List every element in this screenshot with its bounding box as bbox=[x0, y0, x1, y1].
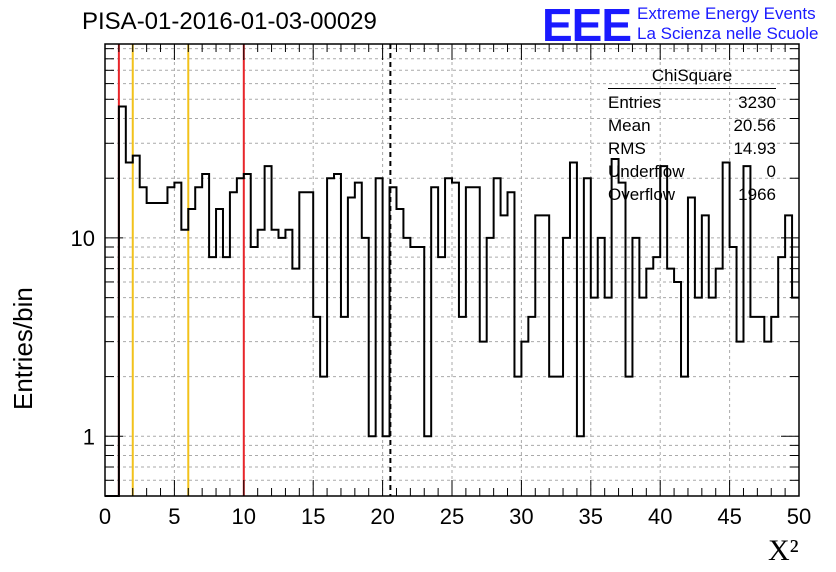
stats-row: Overflow 1966 bbox=[608, 183, 776, 206]
x-axis-label: X² bbox=[768, 534, 799, 567]
eee-logo: EEE bbox=[542, 0, 632, 51]
stats-label: Entries bbox=[608, 93, 661, 112]
x-tick-label: 40 bbox=[648, 504, 672, 529]
x-tick-label: 35 bbox=[579, 504, 603, 529]
y-tick-label: 1 bbox=[83, 424, 95, 449]
stats-value: 14.93 bbox=[733, 139, 776, 158]
run-title: PISA-01-2016-01-03-00029 bbox=[82, 8, 377, 35]
stats-label: Underflow bbox=[608, 162, 685, 181]
x-tick-label: 10 bbox=[232, 504, 256, 529]
stats-value: 1966 bbox=[738, 185, 776, 204]
stats-row: Entries 3230 bbox=[608, 91, 776, 114]
stats-label: Overflow bbox=[608, 185, 676, 204]
x-tick-label: 20 bbox=[370, 504, 394, 529]
stats-value: 20.56 bbox=[733, 116, 776, 135]
stats-title: ChiSquare bbox=[608, 66, 776, 89]
x-tick-label: 0 bbox=[99, 504, 111, 529]
stats-value: 0 bbox=[766, 162, 776, 181]
stats-row: Mean 20.56 bbox=[608, 114, 776, 137]
y-tick-label: 10 bbox=[71, 226, 95, 251]
x-tick-label: 50 bbox=[787, 504, 811, 529]
x-tick-label: 15 bbox=[301, 504, 325, 529]
stats-value: 3230 bbox=[738, 93, 776, 112]
stats-box: ChiSquare Entries 3230 Mean 20.56 RMS 14… bbox=[608, 66, 776, 206]
x-tick-label: 25 bbox=[440, 504, 464, 529]
x-tick-label: 5 bbox=[168, 504, 180, 529]
stats-label: RMS bbox=[608, 139, 646, 158]
x-tick-label: 45 bbox=[717, 504, 741, 529]
logo-line-1: Extreme Energy Events bbox=[637, 4, 816, 23]
x-tick-label: 30 bbox=[509, 504, 533, 529]
stats-row: Underflow 0 bbox=[608, 160, 776, 183]
logo-line-2: La Scienza nelle Scuole bbox=[637, 24, 819, 43]
stats-row: RMS 14.93 bbox=[608, 137, 776, 160]
y-axis-label: Entries/bin bbox=[8, 287, 38, 410]
stats-label: Mean bbox=[608, 116, 651, 135]
histogram-series bbox=[105, 105, 799, 497]
